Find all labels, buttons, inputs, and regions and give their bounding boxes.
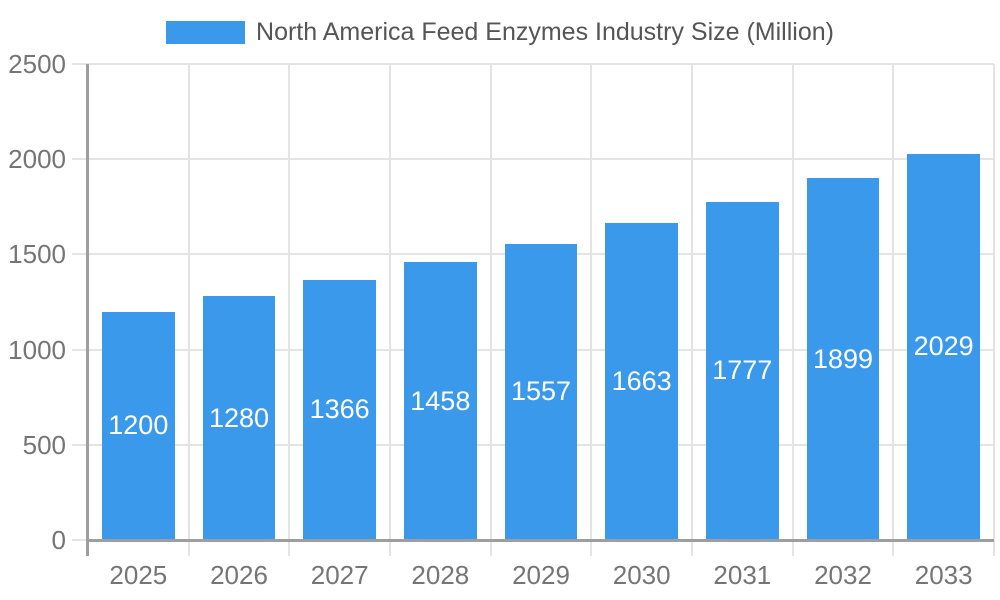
gridline-vertical bbox=[791, 64, 794, 540]
x-tick bbox=[288, 540, 291, 556]
bar[interactable]: 1777 bbox=[706, 201, 779, 540]
y-axis-label: 500 bbox=[22, 429, 66, 460]
bar-value-label: 1557 bbox=[510, 376, 572, 407]
bar[interactable]: 1557 bbox=[504, 243, 578, 540]
bar-value-label: 1663 bbox=[611, 366, 672, 397]
x-axis-label: 2027 bbox=[310, 560, 369, 590]
x-axis-label: 2026 bbox=[210, 560, 268, 590]
x-axis-label: 2031 bbox=[713, 560, 772, 590]
x-tick bbox=[389, 540, 391, 556]
gridline-horizontal bbox=[88, 158, 994, 161]
gridline-vertical bbox=[187, 64, 190, 540]
x-axis-label: 2030 bbox=[612, 560, 671, 590]
x-axis-label: 2025 bbox=[109, 560, 168, 590]
x-tick bbox=[791, 540, 794, 556]
x-tick bbox=[590, 540, 593, 556]
y-tick bbox=[72, 443, 88, 446]
bar[interactable]: 1899 bbox=[806, 178, 880, 540]
y-axis-label: 1000 bbox=[8, 334, 66, 365]
gridline-vertical bbox=[892, 64, 895, 540]
bar[interactable]: 2029 bbox=[907, 153, 980, 540]
legend-label: North America Feed Enzymes Industry Size… bbox=[256, 17, 834, 46]
gridline-vertical bbox=[288, 64, 291, 540]
bar-value-label: 1458 bbox=[410, 385, 471, 416]
gridline-horizontal bbox=[88, 63, 994, 65]
y-axis-label: 1500 bbox=[8, 239, 66, 270]
x-axis-label: 2033 bbox=[914, 560, 973, 590]
y-axis-label: 2000 bbox=[8, 144, 66, 175]
bar[interactable]: 1366 bbox=[303, 279, 376, 540]
x-tick bbox=[892, 540, 895, 556]
bar-value-label: 1200 bbox=[108, 410, 169, 441]
x-axis-line bbox=[86, 538, 994, 542]
gridline-vertical bbox=[389, 64, 391, 540]
y-tick bbox=[72, 253, 88, 256]
bar-value-label: 1899 bbox=[812, 343, 874, 374]
x-axis-label: 2029 bbox=[512, 560, 570, 590]
x-axis-label: 2028 bbox=[411, 560, 470, 590]
bar-value-label: 1366 bbox=[309, 394, 370, 425]
legend-swatch bbox=[166, 20, 246, 44]
x-tick bbox=[691, 540, 693, 556]
bar[interactable]: 1458 bbox=[404, 262, 477, 540]
x-tick bbox=[489, 540, 492, 556]
gridline-vertical bbox=[993, 64, 995, 540]
gridline-vertical bbox=[590, 64, 593, 540]
gridline-vertical bbox=[489, 64, 492, 540]
x-tick bbox=[187, 540, 190, 556]
bar-value-label: 1280 bbox=[208, 402, 270, 433]
y-axis-label: 2500 bbox=[8, 49, 66, 79]
y-tick bbox=[72, 63, 88, 65]
x-axis-label: 2032 bbox=[814, 560, 872, 590]
legend[interactable]: North America Feed Enzymes Industry Size… bbox=[0, 17, 1000, 47]
bar-value-label: 1777 bbox=[712, 355, 773, 386]
y-axis-line bbox=[86, 64, 89, 556]
x-tick bbox=[993, 540, 995, 556]
bar[interactable]: 1663 bbox=[605, 223, 678, 540]
y-axis-label: 0 bbox=[51, 525, 66, 555]
gridline-vertical bbox=[691, 64, 693, 540]
y-tick bbox=[72, 348, 88, 351]
y-tick bbox=[72, 539, 88, 541]
bar[interactable]: 1280 bbox=[202, 296, 276, 540]
y-tick bbox=[72, 158, 88, 161]
bar-value-label: 2029 bbox=[913, 331, 974, 362]
bar[interactable]: 1200 bbox=[102, 311, 175, 540]
